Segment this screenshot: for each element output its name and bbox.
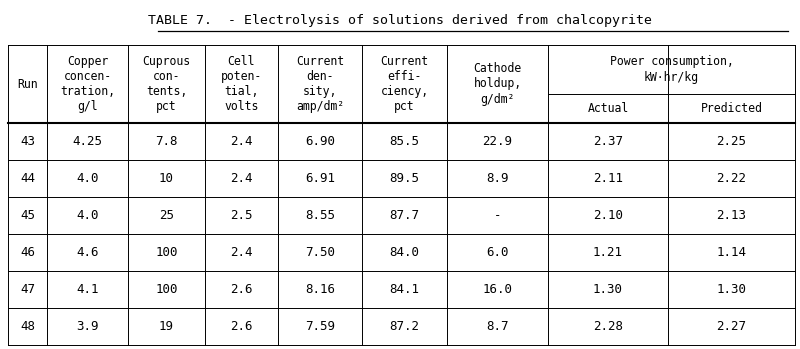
Text: 84.1: 84.1	[390, 283, 419, 296]
Text: 45: 45	[20, 209, 35, 222]
Text: 48: 48	[20, 320, 35, 333]
Text: 84.0: 84.0	[390, 246, 419, 259]
Text: 6.0: 6.0	[486, 246, 509, 259]
Text: 10: 10	[159, 172, 174, 185]
Text: 1.30: 1.30	[593, 283, 623, 296]
Text: 2.28: 2.28	[593, 320, 623, 333]
Text: 100: 100	[155, 246, 178, 259]
Text: 100: 100	[155, 283, 178, 296]
Text: 4.1: 4.1	[76, 283, 98, 296]
Text: 2.13: 2.13	[717, 209, 746, 222]
Text: Copper
concen-
tration,
g/l: Copper concen- tration, g/l	[60, 55, 115, 113]
Text: 1.14: 1.14	[717, 246, 746, 259]
Text: Power consumption,
kW·hr/kg: Power consumption, kW·hr/kg	[610, 55, 734, 83]
Text: Current
effi-
ciency,
pct: Current effi- ciency, pct	[381, 55, 429, 113]
Text: 2.4: 2.4	[230, 246, 253, 259]
Text: 2.4: 2.4	[230, 172, 253, 185]
Text: Run: Run	[17, 77, 38, 90]
Text: 8.55: 8.55	[305, 209, 335, 222]
Text: Cell
poten-
tial,
volts: Cell poten- tial, volts	[221, 55, 262, 113]
Text: 4.0: 4.0	[76, 172, 98, 185]
Text: 46: 46	[20, 246, 35, 259]
Text: 1.21: 1.21	[593, 246, 623, 259]
Text: 8.7: 8.7	[486, 320, 509, 333]
Text: 7.50: 7.50	[305, 246, 335, 259]
Text: Cathode
holdup,
g/dm²: Cathode holdup, g/dm²	[474, 62, 522, 105]
Text: 2.11: 2.11	[593, 172, 623, 185]
Text: 2.5: 2.5	[230, 209, 253, 222]
Text: 2.4: 2.4	[230, 135, 253, 148]
Text: 2.6: 2.6	[230, 320, 253, 333]
Text: Actual: Actual	[587, 102, 629, 115]
Text: 87.7: 87.7	[390, 209, 419, 222]
Text: 8.16: 8.16	[305, 283, 335, 296]
Text: Predicted: Predicted	[701, 102, 762, 115]
Text: 3.9: 3.9	[76, 320, 98, 333]
Text: 2.10: 2.10	[593, 209, 623, 222]
Text: 44: 44	[20, 172, 35, 185]
Text: 47: 47	[20, 283, 35, 296]
Text: 4.0: 4.0	[76, 209, 98, 222]
Text: 2.22: 2.22	[717, 172, 746, 185]
Text: 4.25: 4.25	[73, 135, 102, 148]
Text: 4.6: 4.6	[76, 246, 98, 259]
Text: 1.30: 1.30	[717, 283, 746, 296]
Text: 7.59: 7.59	[305, 320, 335, 333]
Text: 6.90: 6.90	[305, 135, 335, 148]
Text: Cuprous
con-
tents,
pct: Cuprous con- tents, pct	[142, 55, 190, 113]
Text: 6.91: 6.91	[305, 172, 335, 185]
Text: 8.9: 8.9	[486, 172, 509, 185]
Text: 2.6: 2.6	[230, 283, 253, 296]
Text: -: -	[494, 209, 502, 222]
Text: 89.5: 89.5	[390, 172, 419, 185]
Text: 2.27: 2.27	[717, 320, 746, 333]
Text: 2.25: 2.25	[717, 135, 746, 148]
Text: 2.37: 2.37	[593, 135, 623, 148]
Text: 22.9: 22.9	[482, 135, 513, 148]
Text: 43: 43	[20, 135, 35, 148]
Text: 19: 19	[159, 320, 174, 333]
Text: TABLE 7.  - Electrolysis of solutions derived from chalcopyrite: TABLE 7. - Electrolysis of solutions der…	[148, 14, 652, 27]
Text: 16.0: 16.0	[482, 283, 513, 296]
Text: 25: 25	[159, 209, 174, 222]
Text: 7.8: 7.8	[155, 135, 178, 148]
Text: Current
den-
sity,
amp/dm²: Current den- sity, amp/dm²	[296, 55, 344, 113]
Text: 85.5: 85.5	[390, 135, 419, 148]
Text: 87.2: 87.2	[390, 320, 419, 333]
